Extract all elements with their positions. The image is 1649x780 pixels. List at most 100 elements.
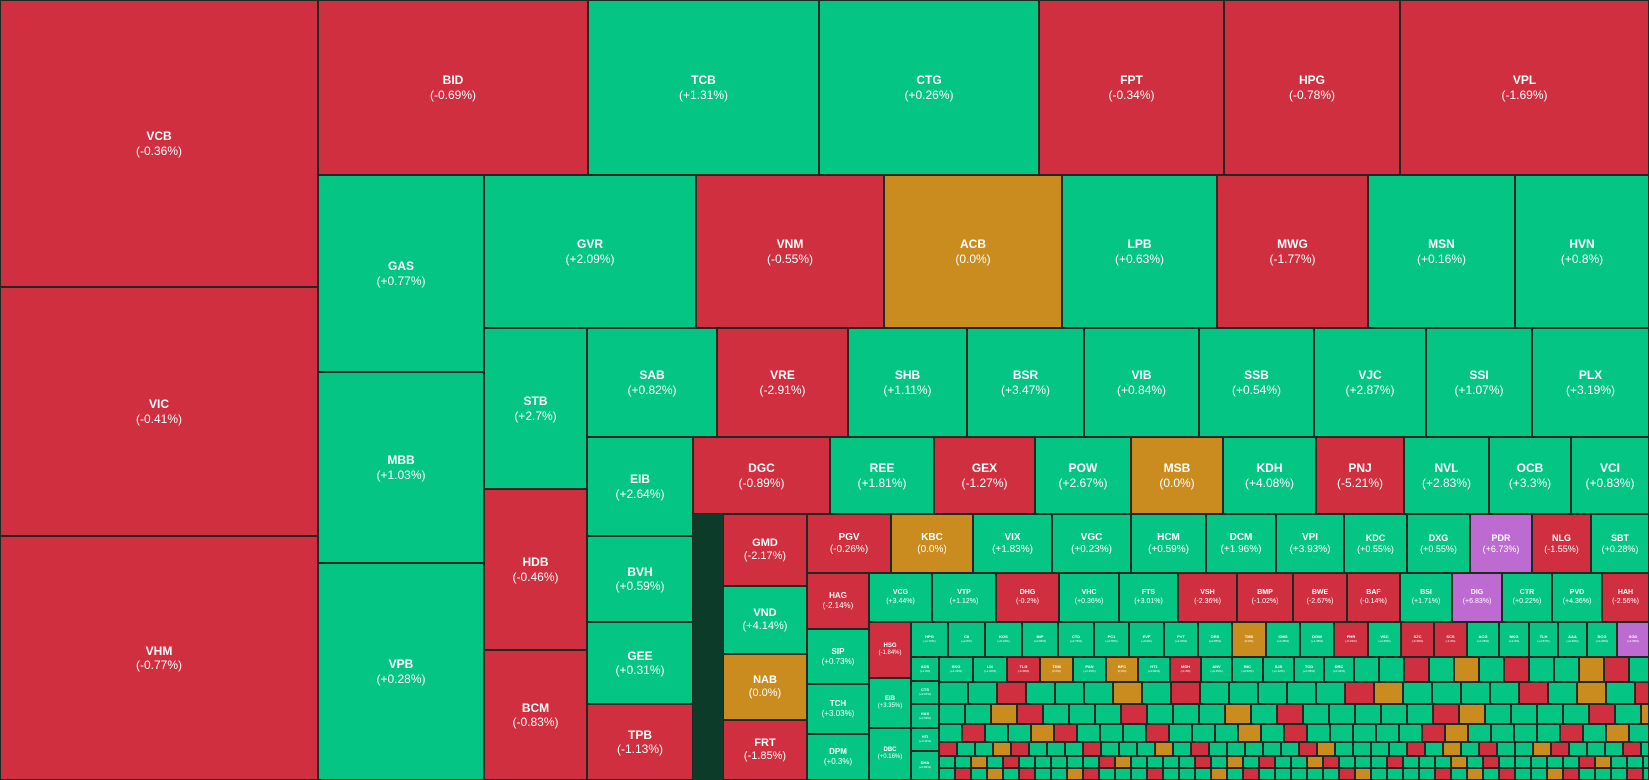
micro-tile[interactable]: [1615, 704, 1641, 724]
tile[interactable]: LIX (+1.33%): [973, 657, 1007, 682]
micro-tile[interactable]: [1287, 682, 1316, 704]
tile[interactable]: VJC (+2.87%): [1314, 328, 1426, 437]
micro-tile[interactable]: [1490, 682, 1519, 704]
tile[interactable]: FTS (+3.01%): [1119, 573, 1178, 622]
micro-tile[interactable]: [1435, 756, 1451, 768]
micro-tile[interactable]: [1451, 756, 1467, 768]
micro-tile[interactable]: [1433, 704, 1459, 724]
tile[interactable]: VRE (-2.91%): [717, 328, 848, 437]
micro-tile[interactable]: [1307, 724, 1330, 742]
micro-tile[interactable]: [1227, 756, 1243, 768]
micro-tile[interactable]: [1147, 756, 1163, 768]
tile[interactable]: FRT (-1.85%): [723, 720, 807, 780]
micro-tile[interactable]: [1069, 704, 1095, 724]
micro-tile[interactable]: [1643, 768, 1649, 780]
micro-tile[interactable]: [1504, 657, 1529, 682]
micro-tile[interactable]: [1047, 742, 1065, 756]
tile[interactable]: EIB (+2.64%): [587, 437, 693, 536]
micro-tile[interactable]: [1115, 768, 1131, 780]
micro-tile[interactable]: [1339, 768, 1355, 780]
micro-tile[interactable]: [939, 724, 962, 742]
micro-tile[interactable]: [1147, 704, 1173, 724]
micro-tile[interactable]: [1467, 768, 1483, 780]
tile[interactable]: TLH (+4.57%): [1529, 622, 1558, 657]
tile[interactable]: DCM (+1.96%): [1206, 514, 1276, 573]
micro-tile[interactable]: [1335, 742, 1353, 756]
micro-tile[interactable]: [1243, 768, 1259, 780]
micro-tile[interactable]: [1403, 768, 1419, 780]
micro-tile[interactable]: [939, 768, 955, 780]
micro-tile[interactable]: [1195, 756, 1211, 768]
tile[interactable]: MSH (-0.4%): [1170, 657, 1201, 682]
micro-tile[interactable]: [1467, 756, 1483, 768]
micro-tile[interactable]: [1560, 724, 1583, 742]
tile[interactable]: SZC (-0.39%): [1401, 622, 1434, 657]
micro-tile[interactable]: [1537, 724, 1560, 742]
micro-tile[interactable]: [1595, 768, 1611, 780]
tile[interactable]: TCD (+0.95%): [1294, 657, 1324, 682]
tile[interactable]: VCG (+3.44%): [869, 573, 932, 622]
micro-tile[interactable]: [1403, 682, 1432, 704]
tile[interactable]: BIC (+0.62%): [1232, 657, 1263, 682]
micro-tile[interactable]: [1083, 756, 1099, 768]
micro-tile[interactable]: [1243, 756, 1259, 768]
tile[interactable]: GEX (-1.27%): [934, 437, 1035, 514]
micro-tile[interactable]: [1051, 768, 1067, 780]
tile[interactable]: ORS (+0.85%): [1198, 622, 1232, 657]
micro-tile[interactable]: [1065, 742, 1083, 756]
tile[interactable]: VSC (+2.25%): [1368, 622, 1401, 657]
tile[interactable]: POW (+2.67%): [1035, 437, 1131, 514]
micro-tile[interactable]: [1179, 768, 1195, 780]
micro-tile[interactable]: [1515, 768, 1531, 780]
micro-tile[interactable]: [1137, 742, 1155, 756]
micro-tile[interactable]: [1173, 742, 1191, 756]
micro-tile[interactable]: [1083, 742, 1101, 756]
tile[interactable]: VHM (-0.77%): [0, 536, 318, 780]
micro-tile[interactable]: [1419, 756, 1435, 768]
micro-tile[interactable]: [1497, 742, 1515, 756]
micro-tile[interactable]: [1029, 742, 1047, 756]
micro-tile[interactable]: [1245, 742, 1263, 756]
micro-tile[interactable]: [1163, 756, 1179, 768]
micro-tile[interactable]: [1054, 724, 1077, 742]
tile[interactable]: GMD (-2.17%): [723, 514, 807, 586]
micro-tile[interactable]: [1307, 768, 1323, 780]
micro-tile[interactable]: [1275, 756, 1291, 768]
micro-tile[interactable]: [1123, 724, 1146, 742]
micro-tile[interactable]: [955, 768, 971, 780]
tile[interactable]: VGC (+0.23%): [1052, 514, 1131, 573]
tile[interactable]: CTS (+0.67%): [911, 681, 939, 704]
micro-tile[interactable]: [1563, 704, 1589, 724]
tile[interactable]: MSB (0.0%): [1131, 437, 1223, 514]
micro-tile[interactable]: [1238, 724, 1261, 742]
micro-tile[interactable]: [1323, 768, 1339, 780]
micro-tile[interactable]: [1200, 682, 1229, 704]
micro-tile[interactable]: [1179, 756, 1195, 768]
tile[interactable]: REE (+1.81%): [830, 437, 934, 514]
tile[interactable]: TDM (0.0%): [1040, 657, 1073, 682]
micro-tile[interactable]: [1515, 742, 1533, 756]
micro-tile[interactable]: [1514, 724, 1537, 742]
micro-tile[interactable]: [1627, 768, 1643, 780]
tile[interactable]: CTD (+0.76%): [1058, 622, 1094, 657]
micro-tile[interactable]: [1611, 768, 1627, 780]
tile[interactable]: HVN (+0.8%): [1515, 175, 1649, 328]
tile[interactable]: PVD (+4.36%): [1552, 573, 1602, 622]
tile[interactable]: VPI (+3.93%): [1276, 514, 1344, 573]
micro-tile[interactable]: [1387, 768, 1403, 780]
micro-tile[interactable]: [1387, 756, 1403, 768]
tile[interactable]: MBB (+1.03%): [318, 372, 484, 563]
micro-tile[interactable]: [1554, 657, 1579, 682]
tile[interactable]: PNJ (-5.21%): [1316, 437, 1404, 514]
micro-tile[interactable]: [1429, 657, 1454, 682]
micro-tile[interactable]: [1629, 724, 1649, 742]
micro-tile[interactable]: [1579, 657, 1604, 682]
micro-tile[interactable]: [1407, 742, 1425, 756]
tile[interactable]: BVH (+0.59%): [587, 536, 693, 622]
micro-tile[interactable]: [1323, 756, 1339, 768]
micro-tile[interactable]: [1011, 742, 1029, 756]
micro-tile[interactable]: [965, 704, 991, 724]
tile[interactable]: CII (+2.6%): [948, 622, 985, 657]
micro-tile[interactable]: [1606, 682, 1635, 704]
tile[interactable]: SAB (+0.82%): [587, 328, 717, 437]
